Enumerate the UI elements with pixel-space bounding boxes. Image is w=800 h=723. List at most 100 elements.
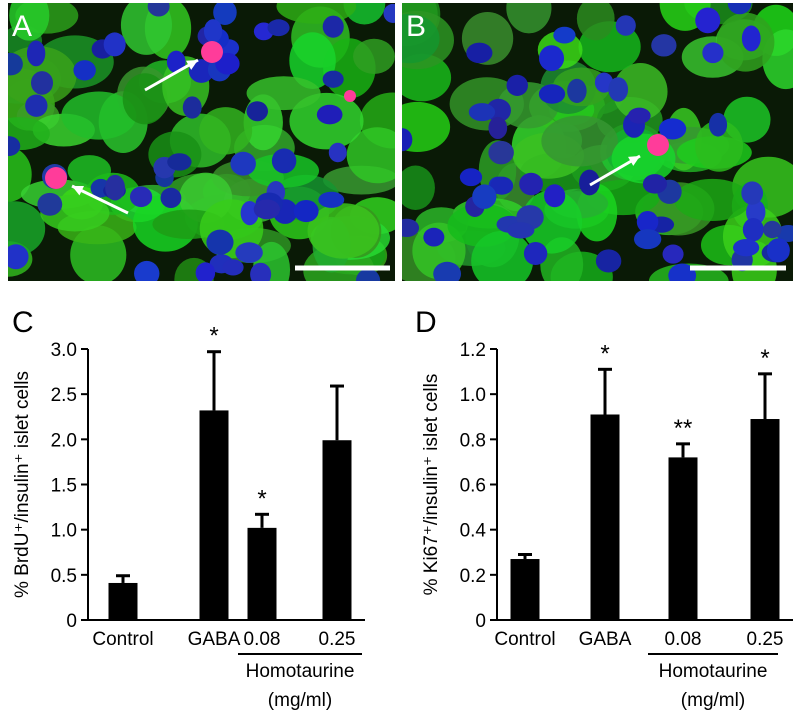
nucleus [322, 15, 344, 38]
x-tick-label: Control [494, 629, 555, 650]
nucleus [134, 260, 160, 281]
nucleus [8, 244, 29, 270]
cytoplasm [674, 178, 751, 222]
y-tick-label: 0.2 [460, 566, 486, 587]
error-bar [518, 553, 532, 560]
nucleus [488, 116, 508, 140]
nucleus [658, 118, 687, 140]
nucleus [267, 19, 290, 37]
nucleus [763, 220, 782, 239]
error-bar [676, 442, 690, 458]
cytoplasm [346, 127, 395, 184]
cytoplasm [353, 38, 395, 75]
cytoplasm [521, 190, 583, 254]
nucleus [147, 3, 170, 17]
nucleus [628, 107, 651, 124]
x-tick-label: 0.25 [319, 629, 356, 650]
nucleus [230, 151, 256, 176]
nucleus [318, 191, 345, 208]
y-axis-label: % Ki67⁺/insulin⁺ islet cells [421, 374, 442, 596]
bar [510, 559, 540, 620]
nucleus [741, 25, 761, 52]
nucleus [129, 186, 153, 208]
nucleus [608, 77, 629, 102]
cytoplasm [122, 73, 168, 125]
y-tick-label: 0 [66, 611, 77, 632]
group-unit: (mg/ml) [268, 690, 332, 711]
x-tick-label: 0.08 [665, 629, 702, 650]
nucleus [182, 96, 202, 119]
cytoplasm [289, 32, 336, 89]
cytoplasm [402, 165, 435, 210]
nucleus [741, 181, 764, 205]
nucleus [383, 3, 395, 23]
nucleus [595, 249, 622, 273]
nucleus [519, 172, 543, 196]
nucleus [402, 128, 413, 152]
nucleus [8, 52, 23, 76]
nucleus [567, 78, 587, 103]
nucleus [538, 45, 565, 72]
nucleus [105, 174, 126, 201]
cytoplasm [695, 120, 744, 172]
nucleus [30, 71, 54, 95]
nucleus [695, 7, 721, 34]
panel-label: C [12, 306, 34, 339]
nucleus [215, 52, 240, 75]
error-bar [598, 367, 612, 415]
nucleus [472, 184, 497, 209]
nucleus [37, 192, 63, 216]
nucleus [188, 59, 214, 83]
nucleus [26, 40, 46, 67]
nucleus [488, 140, 514, 165]
cytoplasm [612, 63, 668, 121]
labelled-nucleus [647, 134, 669, 156]
nucleus [222, 259, 244, 276]
nucleus [636, 210, 659, 233]
cytoplasm [307, 203, 380, 259]
labelled-nucleus [344, 90, 356, 102]
cytoplasm [541, 115, 618, 167]
nucleus [466, 42, 493, 64]
nucleus [328, 142, 347, 163]
bar [199, 410, 229, 620]
group-unit: (mg/ml) [681, 690, 745, 711]
nucleus [73, 60, 96, 81]
nucleus [167, 153, 192, 171]
y-tick-label: 0.5 [51, 566, 77, 587]
y-tick-label: 0 [475, 611, 486, 632]
nucleus [195, 262, 216, 281]
nucleus [642, 174, 668, 194]
nucleus [507, 222, 535, 239]
panel-label: D [415, 306, 437, 339]
significance: * [600, 340, 609, 367]
nucleus [166, 50, 186, 73]
nucleus [579, 169, 600, 196]
bar [750, 419, 780, 620]
bar [108, 582, 138, 620]
y-tick-label: 3.0 [51, 340, 77, 361]
micrograph-content [8, 3, 395, 281]
nucleus [662, 244, 684, 264]
nucleus [733, 239, 760, 257]
micrograph: A [8, 3, 395, 281]
x-tick-label: GABA [188, 629, 241, 650]
nucleus [206, 229, 234, 255]
nucleus [708, 112, 728, 137]
cytoplasm [61, 91, 137, 140]
cytoplasm [8, 201, 46, 257]
nucleus [355, 268, 381, 281]
labelled-nucleus [201, 41, 223, 63]
error-bar [758, 372, 772, 420]
arrow-head [186, 60, 198, 70]
x-tick-label: GABA [579, 629, 632, 650]
micrograph: B [402, 3, 793, 281]
nucleus [742, 217, 764, 242]
nucleus [253, 199, 281, 220]
cytoplasm [402, 13, 440, 64]
x-tick-label: 0.08 [244, 629, 281, 650]
error-bar [207, 350, 221, 411]
bar [668, 457, 698, 620]
nucleus [766, 238, 790, 263]
